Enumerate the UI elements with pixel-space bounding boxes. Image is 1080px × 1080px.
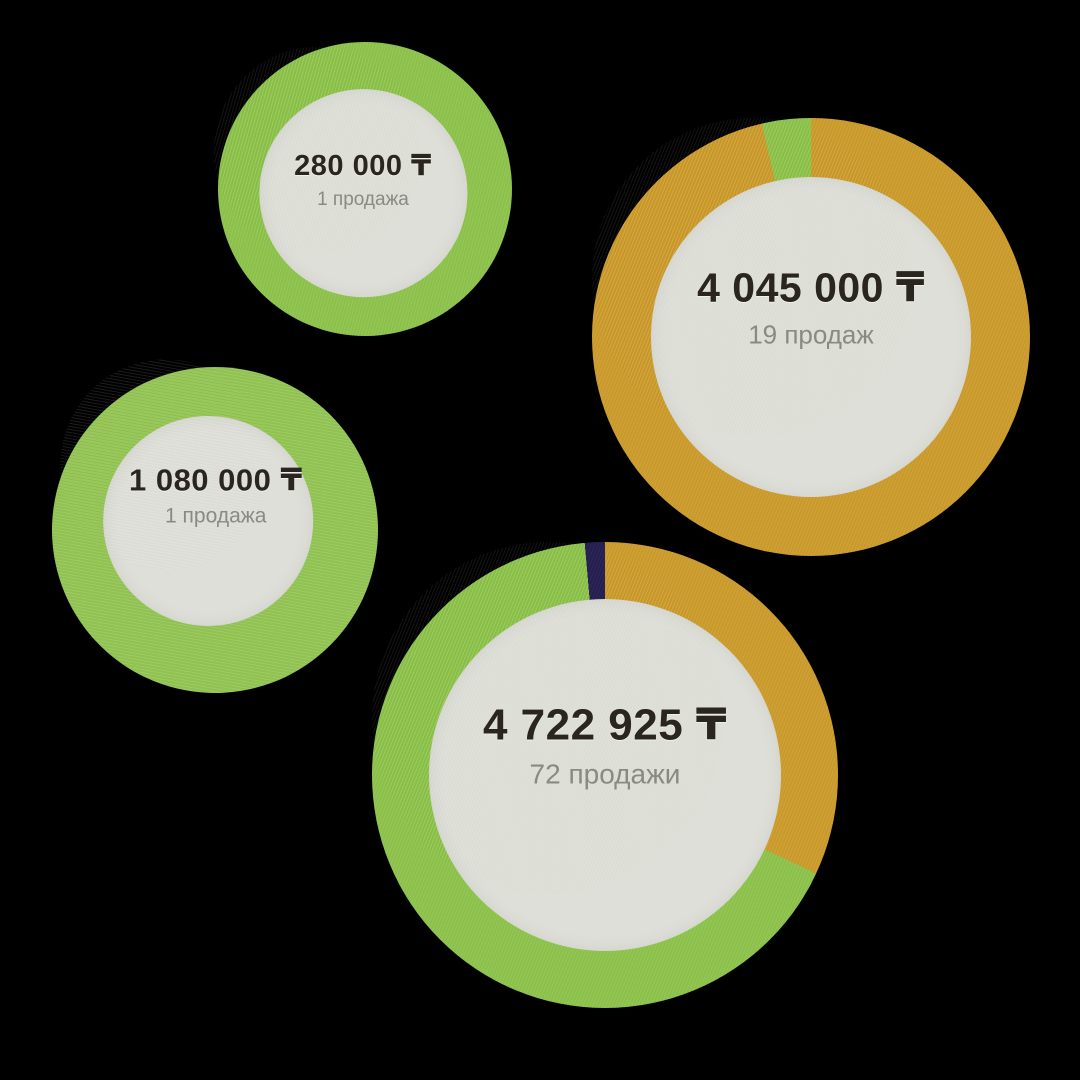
donut-chart-3[interactable]: 1 080 000 ₸ 1 продажа bbox=[30, 345, 400, 715]
donut-chart-4[interactable]: 4 722 925 ₸ 72 продажи bbox=[372, 542, 838, 1008]
donut-chart-1[interactable]: 280 000 ₸ 1 продажа bbox=[203, 27, 527, 351]
donut-hole bbox=[651, 177, 971, 497]
donut-hole bbox=[429, 599, 781, 951]
donut-chart-2[interactable]: 4 045 000 ₸ 19 продаж bbox=[592, 118, 1030, 556]
